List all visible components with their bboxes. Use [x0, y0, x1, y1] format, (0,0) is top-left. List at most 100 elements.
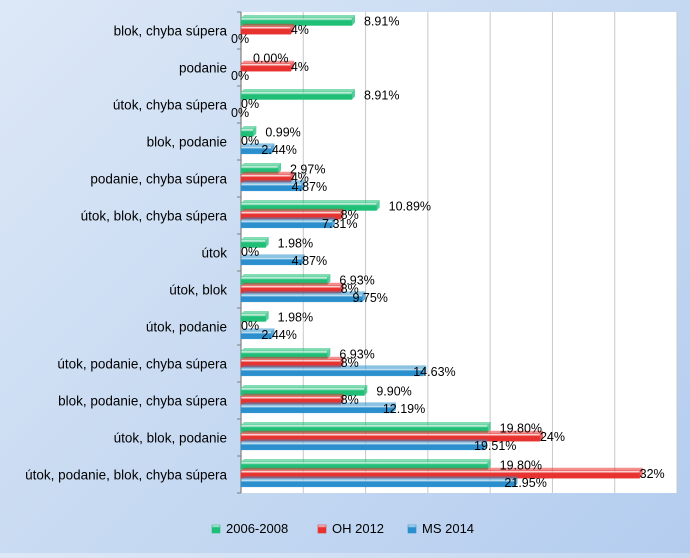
data-label: 10.89%: [389, 200, 431, 214]
bar-top-face: [241, 291, 366, 295]
bar-side-face: [327, 348, 331, 359]
bar-top-face: [241, 467, 643, 471]
bar-side-face: [487, 422, 491, 433]
bar-ms-2014: [240, 220, 333, 229]
data-label: 19.51%: [474, 439, 516, 453]
data-label: 21.95%: [504, 476, 546, 490]
category-label: útok, blok, chyba súpera: [81, 209, 228, 224]
data-label: 9.75%: [352, 291, 387, 305]
bar-top-face: [241, 274, 331, 277]
data-label: 6.93%: [339, 348, 374, 362]
bar-top-face: [241, 348, 331, 351]
bar-ms-2014: [240, 146, 272, 155]
plot-area-background: [241, 12, 677, 493]
bar-side-face: [290, 171, 294, 183]
bar-top-face: [241, 217, 336, 221]
bar-top-face: [241, 15, 355, 18]
data-label: 19.80%: [500, 422, 542, 436]
data-label: 4.87%: [292, 180, 327, 194]
bar-top-face: [241, 311, 269, 314]
data-label: 0.00%: [253, 52, 288, 66]
data-label: 4%: [291, 23, 309, 37]
data-label: 1.98%: [278, 237, 313, 251]
bar-ms-2014: [240, 257, 302, 266]
bar-side-face: [340, 393, 344, 405]
bar-ms-2014: [240, 294, 363, 303]
data-label: 0%: [241, 134, 259, 148]
bar-side-face: [487, 459, 491, 470]
bar-ms-2014: [240, 442, 485, 451]
legend-swatch: [211, 524, 221, 534]
bar-ms-2014: [240, 183, 302, 192]
category-label: podanie, chyba súpera: [90, 172, 227, 187]
bar-2006-2008: [240, 313, 266, 322]
bar-side-face: [514, 476, 518, 487]
legend-swatch: [317, 524, 327, 534]
bar-ms-2014: [240, 405, 394, 414]
bar-top-face: [241, 439, 488, 443]
category-label: blok, podanie, chyba súpera: [58, 394, 227, 409]
bar-top-face: [241, 365, 427, 369]
bar-side-face: [332, 217, 336, 228]
data-label: 8%: [341, 208, 359, 222]
data-label: 8%: [341, 393, 359, 407]
category-label: blok, podanie: [147, 135, 227, 150]
bar-side-face: [340, 356, 344, 368]
data-label: 2.44%: [261, 143, 296, 157]
bar-top-face: [241, 208, 344, 212]
bar-side-face: [327, 274, 331, 285]
category-label: útok, podanie, blok, chyba súpera: [25, 468, 227, 483]
bar-top-face: [241, 476, 518, 480]
bar-top-face: [241, 23, 294, 27]
data-label: 8.91%: [364, 89, 399, 103]
data-label: 2.44%: [261, 328, 296, 342]
bar-side-face: [639, 467, 643, 479]
legend-label: OH 2012: [332, 521, 384, 536]
bar-side-face: [351, 15, 355, 26]
bar-side-face: [376, 200, 380, 211]
data-label: 0%: [241, 245, 259, 259]
data-label: 4%: [291, 60, 309, 74]
data-label: 19.80%: [500, 459, 542, 473]
bar-2006-2008: [240, 91, 353, 100]
category-label: útok, blok: [169, 283, 227, 298]
data-label: 0.99%: [265, 126, 300, 140]
bar-side-face: [364, 385, 368, 396]
data-label: 0%: [231, 32, 249, 46]
category-label: útok, chyba súpera: [113, 98, 228, 113]
bar-top-face: [241, 393, 344, 397]
bar-side-face: [301, 254, 305, 265]
data-label: 14.63%: [413, 365, 455, 379]
bar-top-face: [241, 402, 396, 406]
bar-ms-2014: [240, 368, 424, 377]
bar-top-face: [241, 163, 281, 166]
data-label: 8%: [341, 282, 359, 296]
data-label: 0%: [231, 69, 249, 83]
bar-side-face: [392, 402, 396, 413]
bar-top-face: [241, 89, 355, 92]
bar-side-face: [351, 89, 355, 100]
bar-2006-2008: [240, 17, 353, 26]
bar-oh-2012: [240, 63, 292, 72]
bar-top-face: [241, 282, 344, 286]
data-label: 6.93%: [339, 274, 374, 288]
data-label: 4%: [291, 171, 309, 185]
bar-top-face: [241, 254, 305, 258]
bar-side-face: [271, 328, 275, 339]
bar-side-face: [277, 163, 281, 174]
bar-top-face: [241, 459, 491, 462]
bar-side-face: [423, 365, 427, 376]
category-label: podanie: [179, 61, 227, 76]
bar-side-face: [340, 208, 344, 220]
bar-top-face: [241, 430, 543, 434]
bar-side-face: [271, 143, 275, 154]
data-label: 2.97%: [290, 163, 325, 177]
bar-side-face: [301, 180, 305, 191]
data-label: 0%: [241, 319, 259, 333]
bar-side-face: [290, 60, 294, 72]
bar-side-face: [484, 439, 488, 450]
bar-side-face: [265, 237, 269, 248]
bar-top-face: [241, 126, 257, 129]
bar-top-face: [241, 385, 368, 388]
